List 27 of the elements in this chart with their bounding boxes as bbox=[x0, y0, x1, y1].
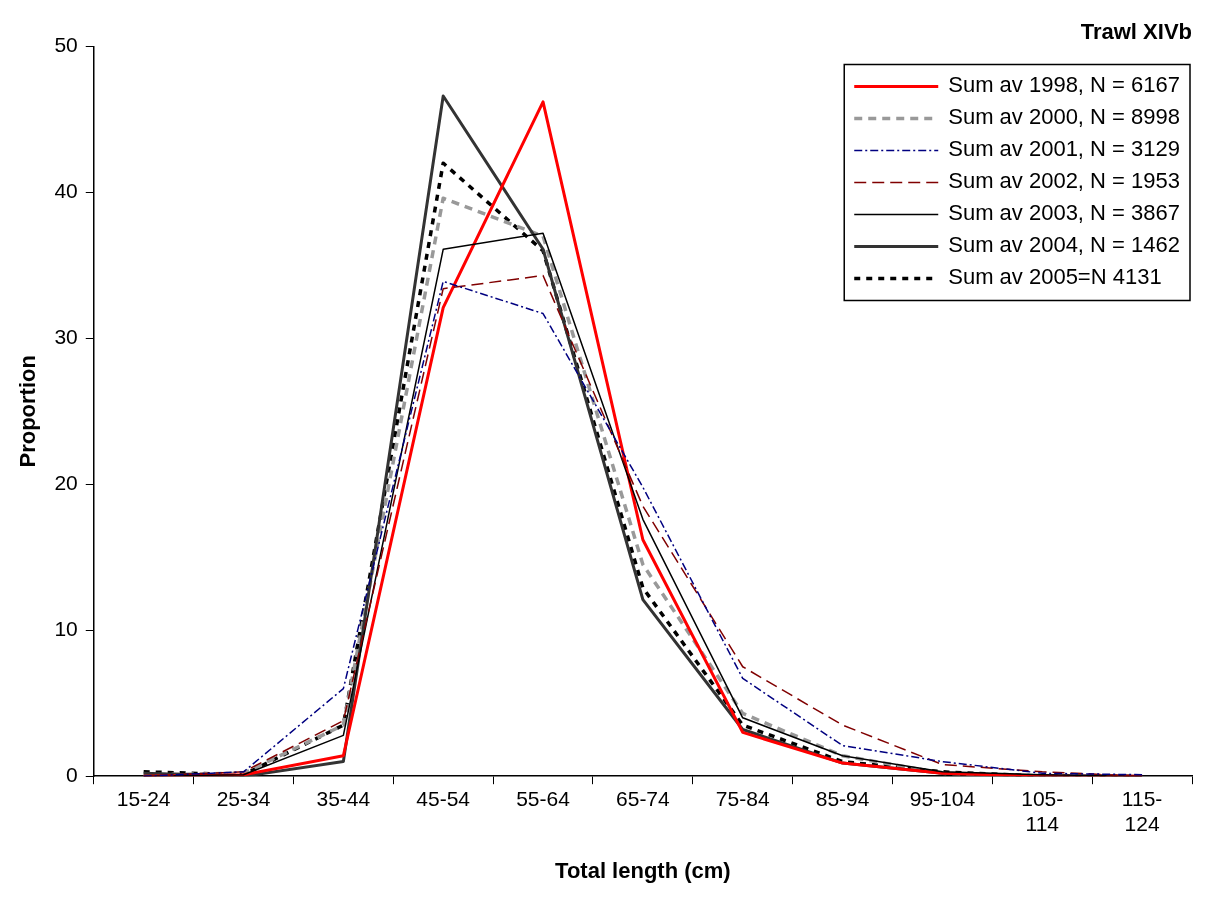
legend-label: Sum av 2002, N = 1953 bbox=[948, 168, 1180, 194]
y-tick-label: 50 bbox=[54, 33, 78, 57]
x-tick-label: 95-104 bbox=[909, 786, 976, 810]
legend-label: Sum av 2000, N = 8998 bbox=[948, 104, 1180, 130]
x-tick-label: 85-94 bbox=[815, 786, 870, 810]
y-tick-label: 0 bbox=[66, 763, 78, 786]
x-tick-label: 45-54 bbox=[416, 786, 471, 810]
x-tick-label: 105-114 bbox=[1021, 786, 1064, 835]
legend-label: Sum av 2005=N 4131 bbox=[948, 264, 1162, 290]
x-tick-label: 65-74 bbox=[616, 786, 671, 810]
legend-label: Sum av 2004, N = 1462 bbox=[948, 232, 1180, 258]
x-tick-label: 115-124 bbox=[1121, 786, 1163, 835]
legend-label: Sum av 1998, N = 6167 bbox=[948, 72, 1180, 98]
x-tick-label: 75-84 bbox=[715, 786, 770, 810]
y-tick-label: 40 bbox=[54, 179, 78, 203]
x-tick-label: 55-64 bbox=[516, 786, 571, 810]
legend-label: Sum av 2001, N = 3129 bbox=[948, 136, 1180, 162]
y-axis-title: Proportion bbox=[15, 355, 41, 468]
y-tick-label: 10 bbox=[54, 617, 78, 641]
x-tick-label: 15-24 bbox=[116, 786, 171, 810]
x-tick-label: 35-44 bbox=[316, 786, 371, 810]
x-tick-label: 25-34 bbox=[216, 786, 271, 810]
x-axis-title: Total length (cm) bbox=[555, 857, 731, 883]
y-tick-label: 30 bbox=[54, 325, 78, 349]
chart-title: Trawl XIVb bbox=[1080, 19, 1192, 45]
legend-label: Sum av 2003, N = 3867 bbox=[948, 200, 1180, 226]
y-tick-label: 20 bbox=[54, 471, 78, 495]
